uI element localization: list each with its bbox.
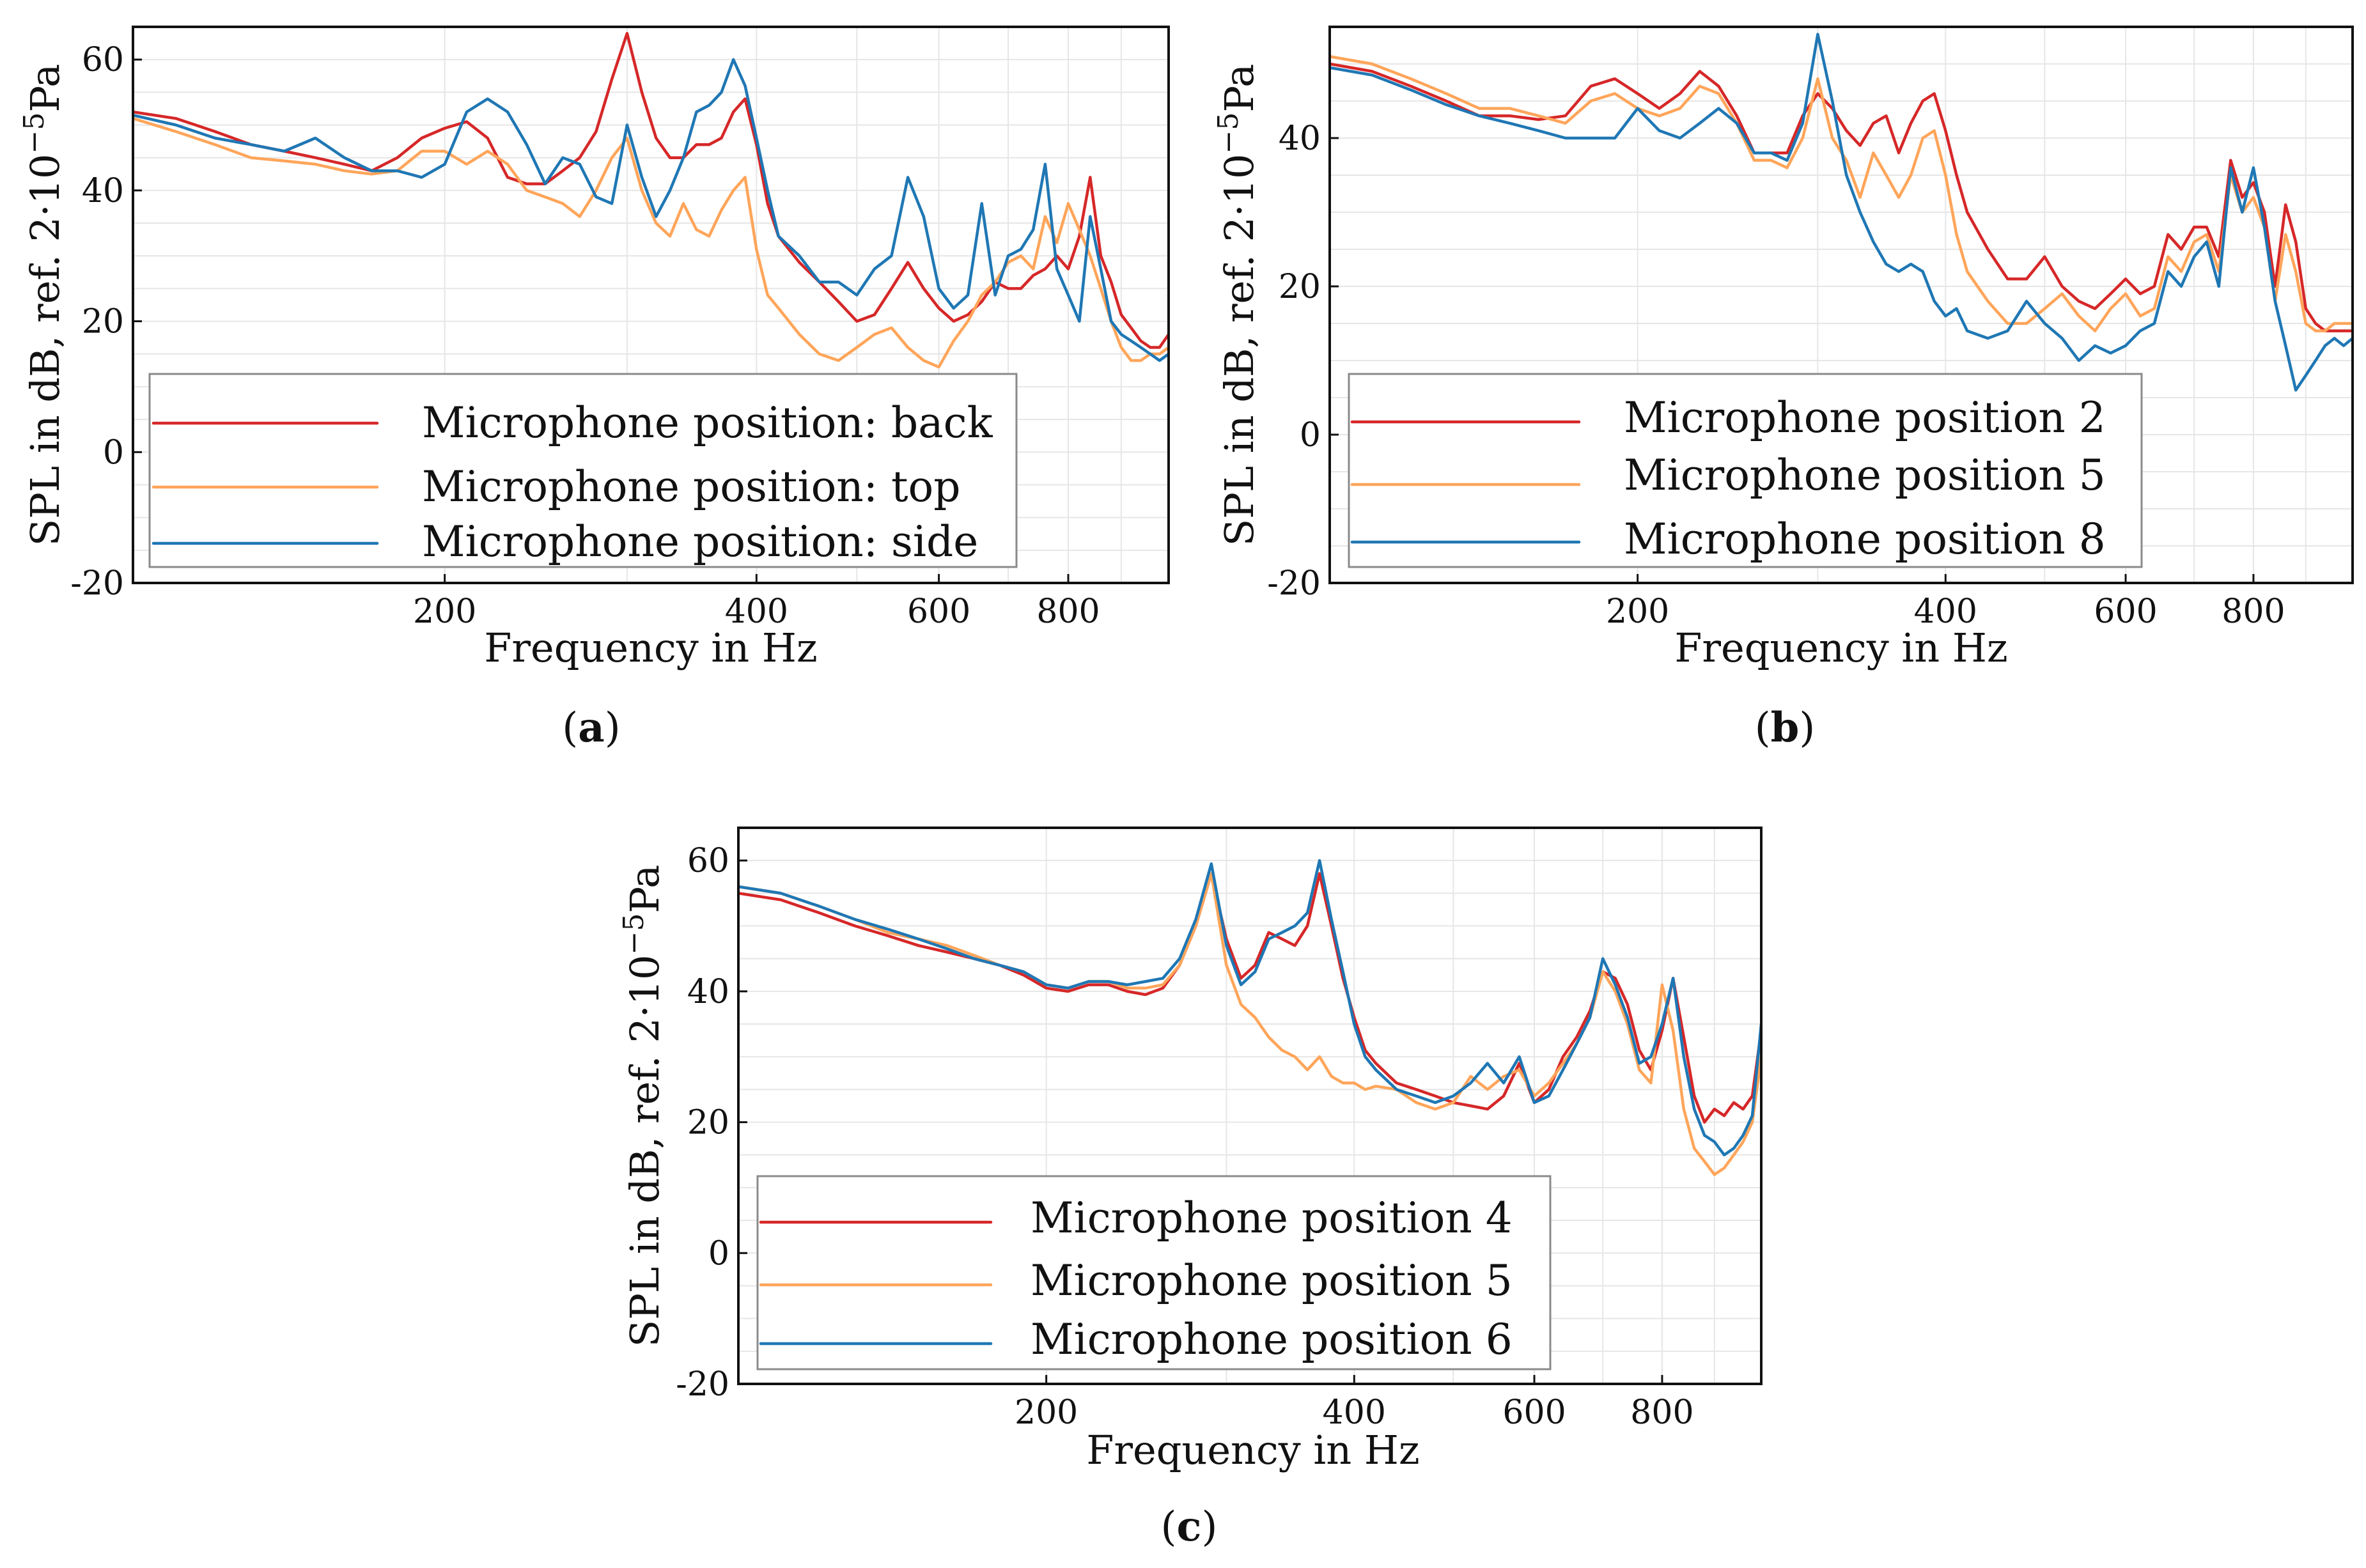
y-tick-label: 40	[82, 172, 124, 210]
series-line-microphone-position-6	[738, 858, 1761, 1157]
legend-label-side: Microphone position: side	[422, 517, 978, 566]
y-tick-label: 20	[687, 1104, 729, 1142]
panel-label-c: (c)	[1161, 1503, 1218, 1551]
y-tick-label: 60	[82, 41, 124, 79]
x-axis-ticks: 200 400 600 800	[1015, 1375, 1694, 1432]
chart-panel-a: -20 0 20 40 60 200 400 600 800 Microphone posit…	[18, 26, 1170, 752]
plot-frame	[737, 827, 1763, 1385]
y-axis-title: SPL in dB, ref. 2·10−5Pa	[618, 865, 668, 1347]
x-tick-label: 400	[1914, 593, 1977, 631]
y-tick-label: 20	[1279, 268, 1321, 306]
panel-label-letter: b	[1771, 704, 1800, 752]
x-tick-label: 600	[907, 593, 970, 631]
x-tick-label: 400	[725, 593, 788, 631]
panel-label-letter: c	[1177, 1503, 1202, 1551]
legend-label-back: Microphone position: back	[422, 398, 993, 447]
series-lines	[738, 858, 1761, 1176]
x-axis-ticks: 200 400 600 800	[1606, 574, 2285, 631]
legend-box	[756, 1175, 1552, 1370]
y-axis-title-exponent: −5	[1212, 113, 1245, 154]
plot-frame	[1328, 26, 2354, 584]
series-line-microphone-position-top	[133, 117, 1169, 369]
series-line-microphone-position-8	[1330, 33, 2353, 392]
y-axis-title-exponent: −5	[18, 113, 51, 154]
legend-box	[1348, 373, 2143, 568]
series-line-microphone-position-back	[133, 31, 1169, 349]
y-axis-ticks: -20 0 20 40	[1267, 120, 1339, 603]
panel-label-open: (	[1755, 704, 1771, 752]
y-tick-label: -20	[676, 1365, 729, 1404]
y-axis-ticks: -20 0 20 40 60	[70, 41, 142, 603]
y-axis-title-unit: Pa	[1216, 64, 1263, 113]
x-axis-title: Frequency in Hz	[1086, 1427, 1419, 1473]
x-tick-label: 800	[1630, 1393, 1693, 1432]
series-line-microphone-position-2	[1330, 62, 2353, 332]
plot-frame	[132, 26, 1170, 584]
x-tick-label: 800	[1036, 593, 1100, 631]
series-line-microphone-position-5	[1330, 55, 2353, 332]
y-tick-label: 40	[687, 973, 729, 1011]
legend-label-position-4: Microphone position 4	[1031, 1193, 1513, 1243]
series-line-microphone-position-4	[738, 872, 1761, 1124]
y-tick-label: 20	[82, 303, 124, 341]
legend-label-position-5: Microphone position 5	[1031, 1256, 1513, 1305]
legend-label-top: Microphone position: top	[422, 462, 961, 511]
y-axis-title: SPL in dB, ref. 2·10−5Pa	[1212, 64, 1263, 547]
y-axis-ticks: -20 0 20 40 60	[676, 842, 747, 1404]
x-tick-label: 600	[1502, 1393, 1566, 1432]
y-axis-title-unit: Pa	[22, 64, 68, 113]
x-axis-title: Frequency in Hz	[484, 625, 817, 671]
panel-label-open: (	[1161, 1503, 1177, 1551]
y-tick-label: 40	[1279, 120, 1321, 158]
y-axis-title-main: SPL in dB, ref. 2·10	[1216, 154, 1263, 547]
series-lines	[133, 31, 1169, 369]
panel-label-a: (a)	[562, 704, 620, 752]
y-axis-title-main: SPL in dB, ref. 2·10	[621, 955, 668, 1347]
chart-panel-c: -20 0 20 40 60 200 400 600 800 Microphone posit…	[618, 827, 1763, 1551]
chart-panel-b: -20 0 20 40 200 400 600 800 Microphone positio…	[1212, 26, 2354, 752]
legend: Microphone position 4 Microphone positio…	[756, 1175, 1552, 1370]
legend: Microphone position: back Microphone pos…	[148, 373, 1018, 568]
x-tick-label: 400	[1323, 1393, 1386, 1432]
x-tick-label: 200	[413, 593, 476, 631]
panel-label-letter: a	[578, 704, 604, 752]
y-axis-title: SPL in dB, ref. 2·10−5Pa	[18, 64, 68, 547]
series-lines	[1330, 33, 2353, 392]
x-tick-label: 200	[1015, 1393, 1078, 1432]
y-tick-label: -20	[70, 564, 124, 603]
y-tick-label: 0	[708, 1234, 729, 1273]
legend-box	[148, 373, 1018, 568]
panel-label-b: (b)	[1755, 704, 1816, 752]
legend-label-position-2: Microphone position 2	[1624, 393, 2106, 442]
y-axis-title-unit: Pa	[621, 865, 668, 913]
legend-label-position-8: Microphone position 8	[1624, 515, 2106, 564]
x-tick-label: 200	[1606, 593, 1669, 631]
panel-label-close: )	[605, 704, 621, 752]
panel-label-close: )	[1799, 704, 1815, 752]
y-tick-label: 60	[687, 842, 729, 880]
legend: Microphone position 2 Microphone positio…	[1348, 373, 2143, 568]
panel-label-close: )	[1201, 1503, 1217, 1551]
y-tick-label: 0	[1300, 416, 1321, 454]
x-tick-label: 800	[2222, 593, 2285, 631]
y-tick-label: -20	[1267, 564, 1321, 603]
y-axis-title-exponent: −5	[618, 913, 650, 955]
y-tick-label: 0	[103, 433, 124, 472]
legend-label-position-6: Microphone position 6	[1031, 1315, 1513, 1364]
x-tick-label: 600	[2094, 593, 2157, 631]
series-line-microphone-position-side	[133, 58, 1169, 362]
y-axis-title-main: SPL in dB, ref. 2·10	[22, 154, 68, 547]
x-axis-title: Frequency in Hz	[1674, 625, 2007, 671]
x-axis-ticks: 200 400 600 800	[413, 574, 1100, 631]
legend-label-position-5: Microphone position 5	[1624, 451, 2106, 500]
panel-label-open: (	[562, 704, 578, 752]
